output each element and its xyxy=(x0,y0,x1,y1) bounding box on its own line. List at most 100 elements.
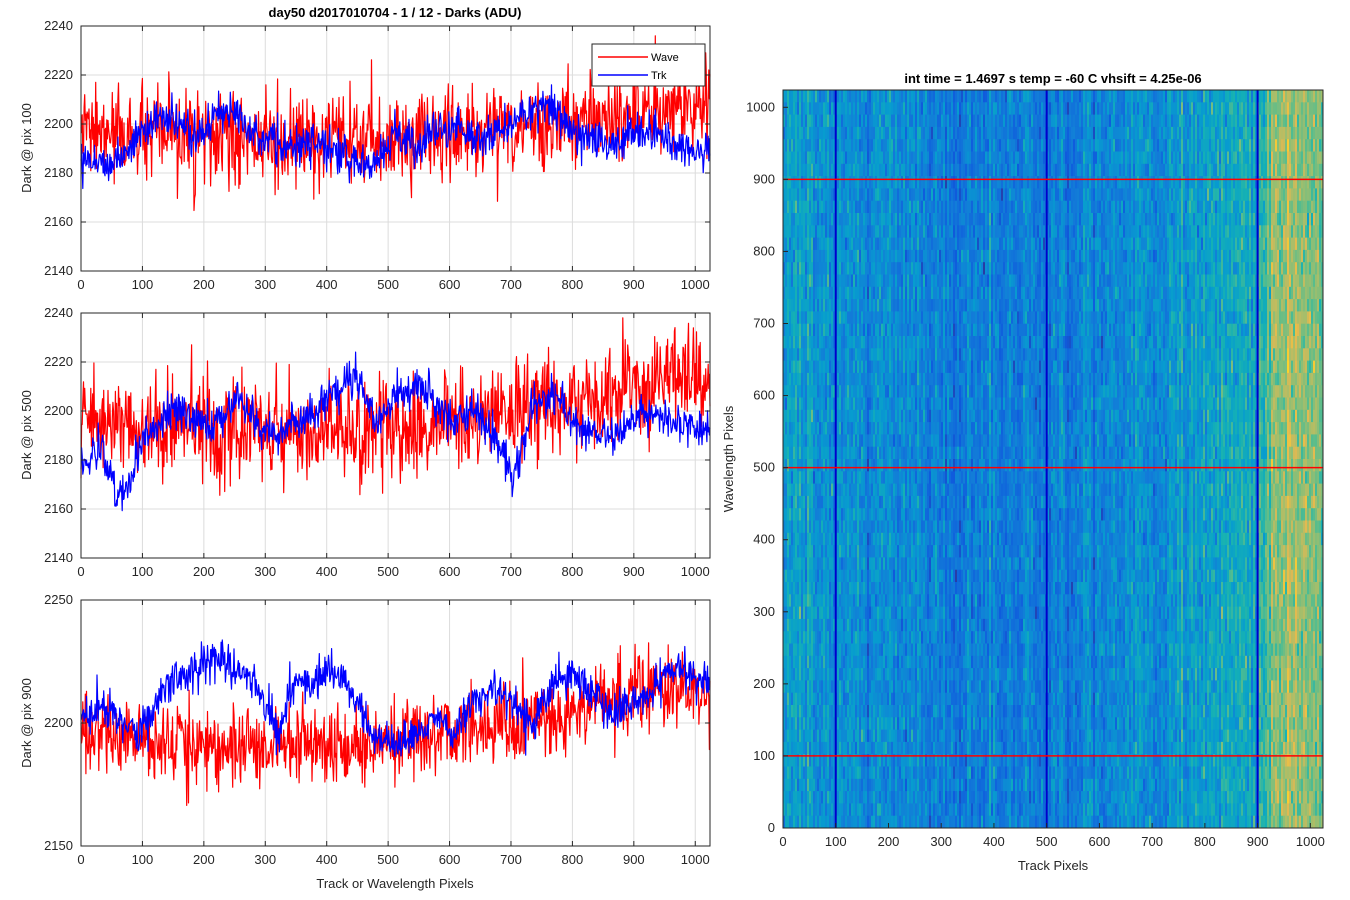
heatmap-cell xyxy=(859,741,862,755)
heatmap-cell xyxy=(877,299,880,312)
heatmap-cell xyxy=(889,151,892,165)
heatmap-cell xyxy=(789,200,792,214)
heatmap-cell xyxy=(805,139,808,152)
heatmap-cell xyxy=(887,225,890,238)
heatmap-cell xyxy=(903,606,906,620)
heatmap-cell xyxy=(901,741,904,755)
heatmap-cell xyxy=(875,668,878,681)
heatmap-cell xyxy=(831,102,834,115)
heatmap-cell xyxy=(801,815,804,829)
heatmap-cell xyxy=(895,200,898,214)
heatmap-cell xyxy=(885,90,888,103)
heatmap-cell xyxy=(923,372,926,386)
heatmap-cell xyxy=(821,557,824,571)
heatmap-cell xyxy=(907,483,910,497)
heatmap-cell xyxy=(829,532,832,546)
heatmap-cell xyxy=(877,606,880,620)
heatmap-cell xyxy=(833,766,836,780)
heatmap-cell xyxy=(875,286,878,300)
heatmap-cell xyxy=(793,188,796,202)
heatmap-cell xyxy=(935,668,938,681)
heatmap-cell xyxy=(853,102,856,115)
heatmap-cell xyxy=(915,631,918,644)
heatmap-cell xyxy=(941,151,944,165)
heatmap-cell xyxy=(919,397,922,411)
heatmap-cell xyxy=(911,483,914,497)
heatmap-cell xyxy=(905,508,908,521)
heatmap-cell xyxy=(799,213,802,226)
heatmap-cell xyxy=(857,336,860,349)
dark-frame-heatmap-panel: int time = 1.4697 s temp = -60 C vhsift … xyxy=(721,71,1325,873)
heatmap-cell xyxy=(867,422,870,435)
heatmap-cell xyxy=(931,643,934,657)
heatmap-cell xyxy=(913,176,916,189)
heatmap-cell xyxy=(815,249,818,263)
heatmap-cell xyxy=(857,643,860,657)
heatmap-cell xyxy=(799,262,802,275)
heatmap-cell xyxy=(815,471,818,484)
heatmap-cell xyxy=(935,299,938,312)
heatmap-cell xyxy=(833,237,836,251)
heatmap-cell xyxy=(833,668,836,681)
heatmap-cell xyxy=(853,225,856,238)
heatmap-cell xyxy=(819,422,822,435)
heatmap-cell xyxy=(821,299,824,312)
heatmap-cell xyxy=(783,397,786,411)
y-tick-label: 2240 xyxy=(44,305,73,320)
heatmap-cell xyxy=(867,778,870,792)
x-ticks: 0 100 200 300 400 500 600 700 800 900 1000 xyxy=(77,313,710,579)
heatmap-cell xyxy=(813,495,816,509)
heatmap-cell xyxy=(911,655,914,669)
heatmap-cell xyxy=(809,360,812,374)
heatmap-cell xyxy=(851,729,854,743)
heatmap-cell xyxy=(815,311,818,325)
heatmap-cell xyxy=(923,360,926,374)
heatmap-cell xyxy=(829,717,832,730)
heatmap-cell xyxy=(785,815,788,829)
heatmap-cell xyxy=(911,348,914,361)
heatmap-cell xyxy=(881,126,884,140)
heatmap-cell xyxy=(889,655,892,669)
heatmap-cell xyxy=(899,766,902,780)
heatmap-cell xyxy=(931,397,934,411)
heatmap-cell xyxy=(821,348,824,361)
heatmap-cell xyxy=(845,766,848,780)
heatmap-cell xyxy=(859,151,862,165)
heatmap-cell xyxy=(807,249,810,263)
heatmap-cell xyxy=(919,545,922,558)
heatmap-cell xyxy=(911,594,914,607)
heatmap-cell xyxy=(927,348,930,361)
heatmap-cell xyxy=(799,237,802,251)
heatmap-cell xyxy=(879,126,882,140)
heatmap-cell xyxy=(849,274,852,288)
heatmap-cell xyxy=(827,582,830,595)
heatmap-cell xyxy=(809,729,812,743)
heatmap-cell xyxy=(863,803,866,817)
heatmap-cell xyxy=(799,532,802,546)
heatmap-cell xyxy=(843,176,846,189)
heatmap-cell xyxy=(805,434,808,448)
heatmap-cell xyxy=(897,360,900,374)
heatmap-cell xyxy=(865,274,868,288)
heatmap-cell xyxy=(853,360,856,374)
heatmap-cell xyxy=(903,668,906,681)
heatmap-cell xyxy=(895,459,898,472)
heatmap-cell xyxy=(829,680,832,694)
heatmap-cell xyxy=(827,163,830,177)
heatmap-cell xyxy=(815,729,818,743)
heatmap-cell xyxy=(901,200,904,214)
heatmap-cell xyxy=(909,791,912,804)
heatmap-cell xyxy=(925,200,928,214)
heatmap-cell xyxy=(923,176,926,189)
heatmap-cell xyxy=(803,176,806,189)
heatmap-cell xyxy=(861,299,864,312)
heatmap-cell xyxy=(935,360,938,374)
heatmap-cell xyxy=(841,705,844,718)
heatmap-cell xyxy=(811,249,814,263)
heatmap-cell xyxy=(805,102,808,115)
heatmap-cell xyxy=(857,139,860,152)
heatmap-cell xyxy=(893,372,896,386)
heatmap-cell xyxy=(829,495,832,509)
heatmap-cell xyxy=(797,692,800,706)
heatmap-cell xyxy=(889,520,892,534)
